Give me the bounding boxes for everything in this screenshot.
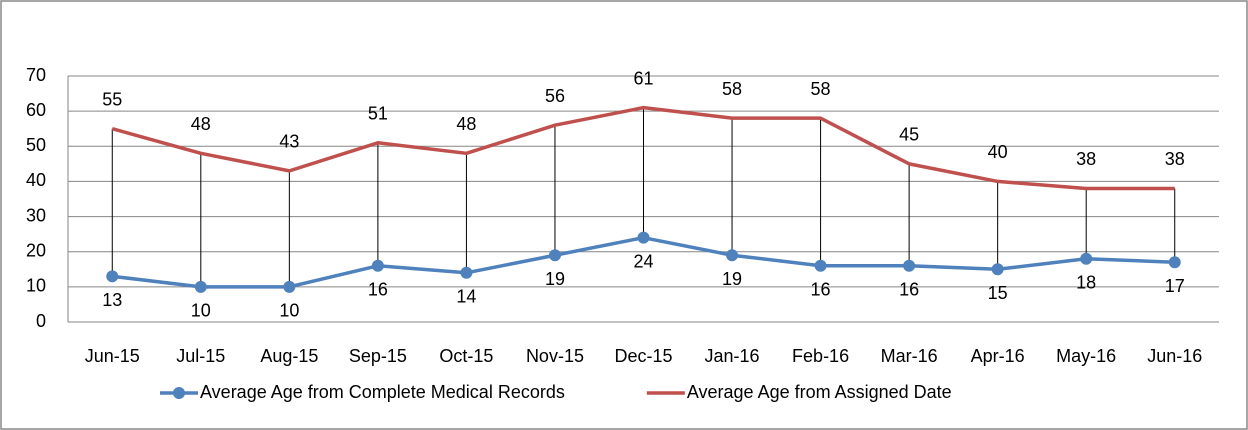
data-label: 10: [191, 301, 211, 321]
legend-label: Average Age from Complete Medical Record…: [200, 382, 565, 402]
y-tick-label: 70: [26, 65, 46, 85]
y-tick-label: 20: [26, 240, 46, 260]
x-tick-label: Mar-16: [881, 346, 938, 366]
point-marker: [460, 266, 473, 279]
data-label: 48: [456, 114, 476, 134]
data-label: 19: [722, 269, 742, 289]
data-label: 61: [633, 68, 653, 88]
x-tick-label: Feb-16: [792, 346, 849, 366]
data-label: 17: [1165, 276, 1185, 296]
y-tick-label: 0: [36, 311, 46, 331]
x-tick-label: Jul-15: [176, 346, 225, 366]
point-marker: [991, 263, 1004, 276]
data-label: 43: [279, 132, 299, 152]
x-tick-label: Jun-16: [1147, 346, 1202, 366]
x-tick-label: Aug-15: [260, 346, 318, 366]
data-label: 56: [545, 86, 565, 106]
x-tick-label: Apr-16: [971, 346, 1025, 366]
data-label: 38: [1165, 149, 1185, 169]
data-label: 19: [545, 269, 565, 289]
x-tick-label: Oct-15: [439, 346, 493, 366]
point-marker: [371, 259, 384, 272]
data-label: 18: [1076, 272, 1096, 292]
x-tick-label: Jun-15: [85, 346, 140, 366]
y-tick-label: 30: [26, 205, 46, 225]
point-marker: [637, 231, 650, 244]
data-label: 14: [456, 287, 476, 307]
data-label: 10: [279, 301, 299, 321]
data-label: 24: [633, 251, 653, 271]
point-marker: [1168, 256, 1181, 269]
x-tick-label: Dec-15: [614, 346, 672, 366]
y-tick-label: 60: [26, 100, 46, 120]
y-tick-label: 40: [26, 170, 46, 190]
data-label: 15: [988, 283, 1008, 303]
data-label: 48: [191, 114, 211, 134]
x-tick-label: Jan-16: [705, 346, 760, 366]
point-marker: [548, 249, 561, 262]
data-label: 58: [811, 79, 831, 99]
point-marker: [1080, 252, 1093, 265]
point-marker: [283, 280, 296, 293]
data-label: 40: [988, 142, 1008, 162]
legend-marker: [173, 387, 185, 399]
data-label: 58: [722, 79, 742, 99]
data-label: 45: [899, 125, 919, 145]
point-marker: [106, 270, 119, 283]
data-label: 38: [1076, 149, 1096, 169]
point-marker: [814, 259, 827, 272]
x-tick-label: Sep-15: [349, 346, 407, 366]
data-label: 55: [102, 89, 122, 109]
point-marker: [194, 280, 207, 293]
y-tick-label: 50: [26, 135, 46, 155]
data-label: 13: [102, 290, 122, 310]
point-marker: [903, 259, 916, 272]
line-series: [111, 105, 1175, 191]
x-tick-label: May-16: [1056, 346, 1116, 366]
data-label: 16: [811, 280, 831, 300]
data-label: 16: [368, 280, 388, 300]
point-marker: [726, 249, 739, 262]
data-label: 16: [899, 280, 919, 300]
y-tick-label: 10: [26, 276, 46, 296]
data-label: 51: [368, 104, 388, 124]
legend-label: Average Age from Assigned Date: [687, 382, 952, 402]
x-tick-label: Nov-15: [526, 346, 584, 366]
